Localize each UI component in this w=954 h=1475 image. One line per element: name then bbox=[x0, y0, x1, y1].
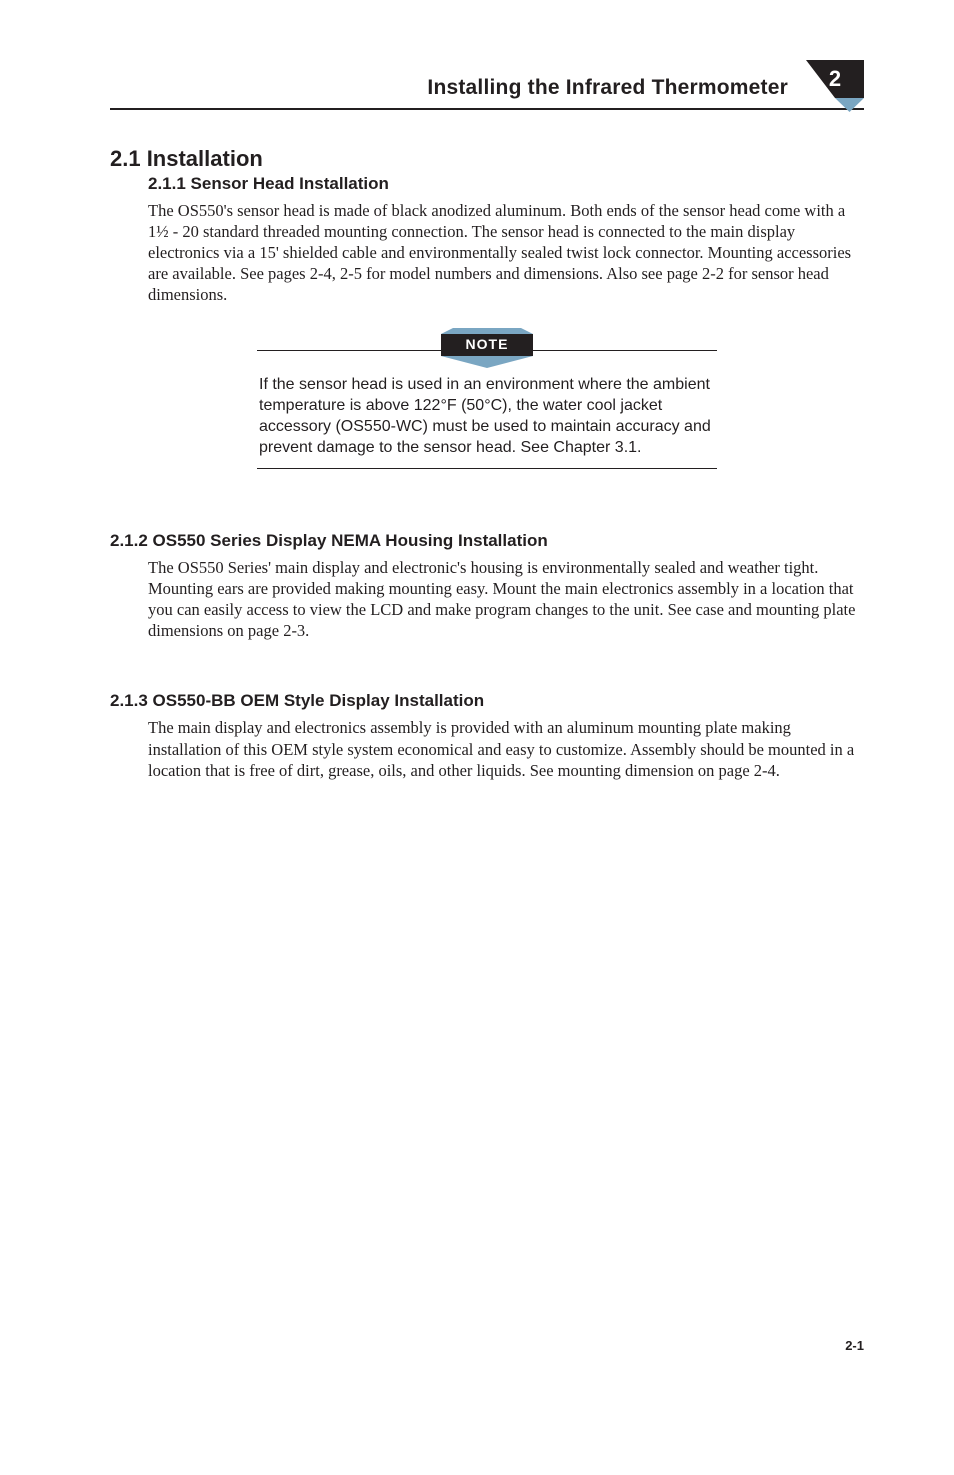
page-number: 2-1 bbox=[845, 1338, 864, 1353]
note-block: NOTE If the sensor head is used in an en… bbox=[257, 328, 717, 469]
note-label: NOTE bbox=[441, 336, 533, 352]
section-2.1.3-heading: 2.1.3 OS550-BB OEM Style Display Install… bbox=[110, 691, 864, 711]
section-2.1-heading: 2.1 Installation bbox=[110, 146, 864, 172]
note-header: NOTE bbox=[257, 328, 717, 362]
section-2.1.3-paragraph: The main display and electronics assembl… bbox=[148, 717, 864, 780]
header-title: Installing the Infrared Thermometer bbox=[110, 76, 806, 108]
section-2.1.1-heading: 2.1.1 Sensor Head Installation bbox=[148, 174, 864, 194]
section-2.1.1-paragraph: The OS550's sensor head is made of black… bbox=[148, 200, 864, 306]
note-tab: NOTE bbox=[441, 328, 533, 368]
note-text: If the sensor head is used in an environ… bbox=[257, 362, 717, 469]
section-2.1.2-paragraph: The OS550 Series' main display and elect… bbox=[148, 557, 864, 641]
chapter-badge: 2 bbox=[806, 60, 864, 108]
page-header: Installing the Infrared Thermometer 2 bbox=[110, 60, 864, 110]
chapter-number: 2 bbox=[806, 66, 864, 92]
page-container: Installing the Infrared Thermometer 2 2.… bbox=[0, 0, 954, 1395]
section-2.1.2-heading: 2.1.2 OS550 Series Display NEMA Housing … bbox=[110, 531, 864, 551]
